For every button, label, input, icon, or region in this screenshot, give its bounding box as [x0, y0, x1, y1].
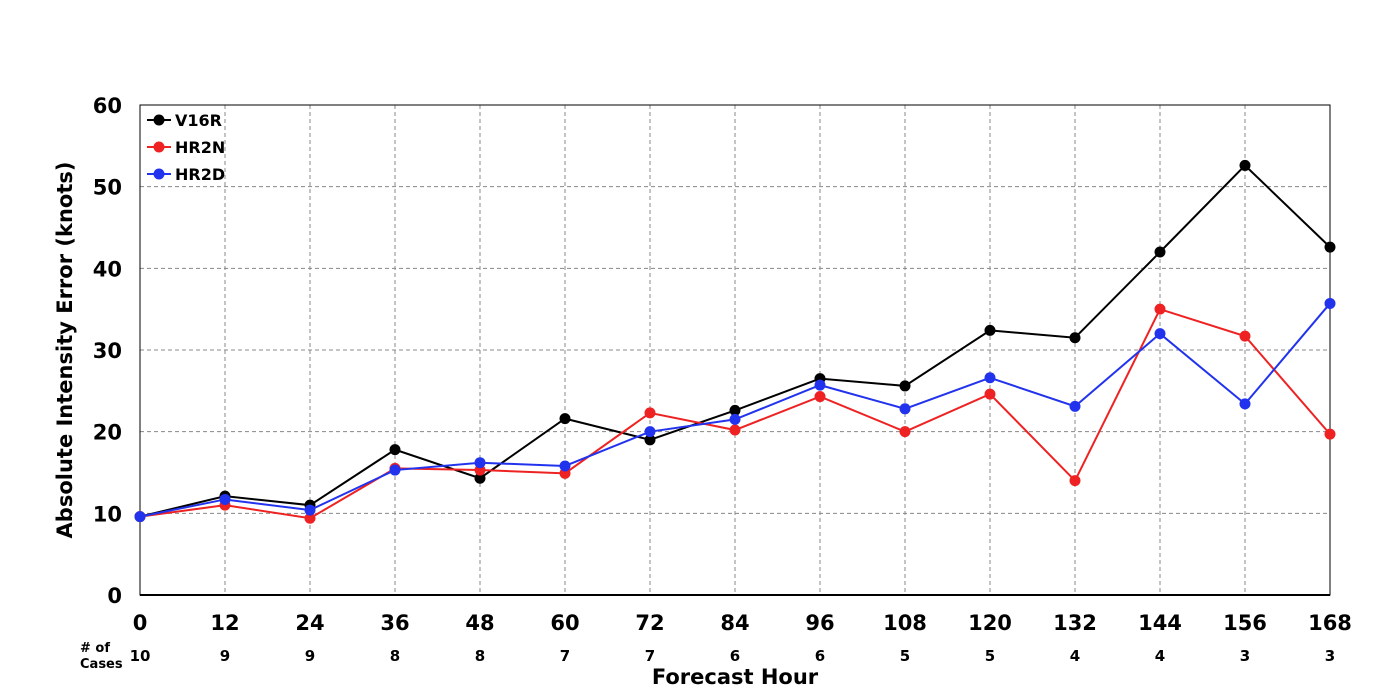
y-tick-label: 50 [93, 176, 122, 200]
case-count: 3 [1325, 647, 1335, 665]
x-tick-label: 132 [1053, 611, 1097, 635]
data-point-hr2d [814, 379, 826, 391]
data-point-hr2d [729, 413, 741, 425]
data-point-v16r [1069, 332, 1081, 344]
x-tick-label: 60 [550, 611, 579, 635]
case-count: 6 [730, 647, 740, 665]
x-tick-label: 0 [133, 611, 148, 635]
data-point-v16r [729, 404, 741, 416]
data-point-hr2n [984, 388, 996, 400]
data-point-hr2d [1324, 297, 1336, 309]
y-tick-label: 40 [93, 257, 122, 281]
x-tick-label: 24 [295, 611, 324, 635]
data-point-hr2d [134, 511, 146, 523]
data-point-v16r [1324, 241, 1336, 253]
legend-marker-hr2d [153, 168, 165, 180]
y-axis-title: Absolute Intensity Error (knots) [53, 162, 77, 539]
data-point-hr2d [219, 493, 231, 505]
data-point-v16r [389, 444, 401, 456]
data-point-hr2n [304, 512, 316, 524]
case-count: 10 [130, 647, 151, 665]
data-point-hr2n [644, 407, 656, 419]
data-point-hr2n [1239, 330, 1251, 342]
case-count: 3 [1240, 647, 1250, 665]
data-point-v16r [899, 380, 911, 392]
case-count: 6 [815, 647, 825, 665]
legend-marker-hr2n [153, 141, 165, 153]
y-tick-label: 60 [93, 94, 122, 118]
data-point-hr2n [899, 426, 911, 438]
case-count: 4 [1155, 647, 1165, 665]
case-count: 9 [305, 647, 315, 665]
data-point-hr2d [559, 460, 571, 472]
y-tick-label: 0 [107, 584, 122, 608]
x-tick-label: 48 [465, 611, 494, 635]
x-tick-label: 84 [720, 611, 749, 635]
case-count: 9 [220, 647, 230, 665]
case-count: 4 [1070, 647, 1080, 665]
data-point-v16r [984, 324, 996, 336]
x-tick-label: 144 [1138, 611, 1182, 635]
legend-label-hr2n: HR2N [175, 138, 225, 157]
data-point-hr2n [729, 424, 741, 436]
data-point-v16r [1154, 246, 1166, 258]
x-axis-title: Forecast Hour [652, 665, 819, 689]
case-count: 7 [560, 647, 570, 665]
x-tick-label: 120 [968, 611, 1012, 635]
data-point-hr2n [1324, 428, 1336, 440]
data-point-hr2n [814, 391, 826, 403]
cases-row: 10 9 9 8 8 7 7 6 6 5 5 4 4 3 3 [130, 647, 1336, 665]
data-point-hr2n [1069, 475, 1081, 487]
legend-marker-v16r [153, 114, 165, 126]
case-count: 8 [390, 647, 400, 665]
x-tick-label: 36 [380, 611, 409, 635]
data-point-hr2d [1069, 400, 1081, 412]
y-tick-label: 20 [93, 421, 122, 445]
data-point-hr2d [984, 372, 996, 384]
x-tick-labels: 0 12 24 36 48 60 72 84 96 108 120 132 144 156 168 [133, 611, 1352, 635]
legend-label-hr2d: HR2D [175, 165, 225, 184]
data-point-hr2d [899, 403, 911, 415]
data-point-v16r [559, 413, 571, 425]
data-point-hr2n [1154, 303, 1166, 315]
data-point-v16r [474, 472, 486, 484]
x-tick-label: 108 [883, 611, 927, 635]
legend: V16R HR2N HR2D [147, 111, 225, 184]
cases-title: # of Cases [80, 641, 123, 672]
y-tick-label: 10 [93, 502, 122, 526]
plot-frame [139, 104, 1331, 596]
y-tick-label: 30 [93, 339, 122, 363]
data-point-hr2d [304, 504, 316, 516]
case-count: 5 [900, 647, 910, 665]
data-point-hr2d [1154, 328, 1166, 340]
data-point-hr2d [389, 464, 401, 476]
data-point-v16r [1239, 159, 1251, 171]
x-tick-label: 168 [1308, 611, 1352, 635]
x-tick-label: 12 [210, 611, 239, 635]
case-count: 8 [475, 647, 485, 665]
data-point-v16r [644, 434, 656, 446]
data-point-hr2d [644, 426, 656, 438]
x-tick-label: 72 [635, 611, 664, 635]
x-tick-label: 156 [1223, 611, 1267, 635]
x-tick-label: 96 [805, 611, 834, 635]
data-point-hr2d [474, 457, 486, 469]
series-layer [134, 159, 1336, 524]
case-count: 5 [985, 647, 995, 665]
legend-label-v16r: V16R [175, 111, 222, 130]
data-point-hr2d [1239, 398, 1251, 410]
case-count: 7 [645, 647, 655, 665]
y-tick-labels: 0 10 20 30 40 50 60 [93, 94, 122, 608]
